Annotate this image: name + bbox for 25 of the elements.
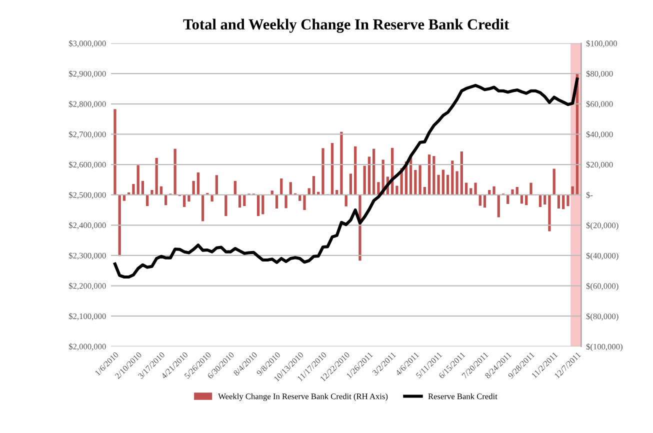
legend-label: Weekly Change In Reserve Bank Credit (RH Axis) — [218, 393, 388, 401]
y2-tick-label: $(100,000) — [586, 343, 622, 352]
y2-tick-label: $20,000 — [586, 161, 613, 169]
y2-tick-label: $100,000 — [586, 40, 617, 48]
y-tick-label: $2,300,000 — [69, 252, 106, 260]
y2-tick-label: $(40,000) — [586, 252, 618, 260]
y-tick-label: $2,700,000 — [69, 131, 106, 138]
chart-title: Total and Weekly Change In Reserve Bank Credit — [183, 18, 510, 33]
y-tick-label: $2,100,000 — [69, 312, 106, 320]
y-tick-label: $2,900,000 — [69, 70, 106, 78]
y2-tick-label: $(80,000) — [586, 313, 618, 321]
y-tick-label: $2,000,000 — [69, 343, 106, 351]
y2-tick-label: $(20,000) — [586, 222, 618, 230]
y2-tick-label: $80,000 — [586, 70, 613, 78]
y-tick-label: $2,200,000 — [69, 282, 106, 290]
y2-tick-label: $60,000 — [586, 100, 613, 108]
legend-label: Reserve Bank Credit — [428, 393, 498, 400]
y2-tick-label: $- — [586, 192, 593, 198]
y-tick-label: $2,800,000 — [69, 100, 106, 108]
y-tick-label: $2,400,000 — [69, 222, 106, 230]
y-tick-label: $3,000,000 — [69, 40, 106, 48]
y-tick-label: $2,500,000 — [69, 192, 106, 200]
y2-tick-label: $40,000 — [586, 131, 613, 138]
y-tick-label: $2,600,000 — [69, 161, 106, 169]
y2-tick-label: $(60,000) — [586, 282, 618, 291]
